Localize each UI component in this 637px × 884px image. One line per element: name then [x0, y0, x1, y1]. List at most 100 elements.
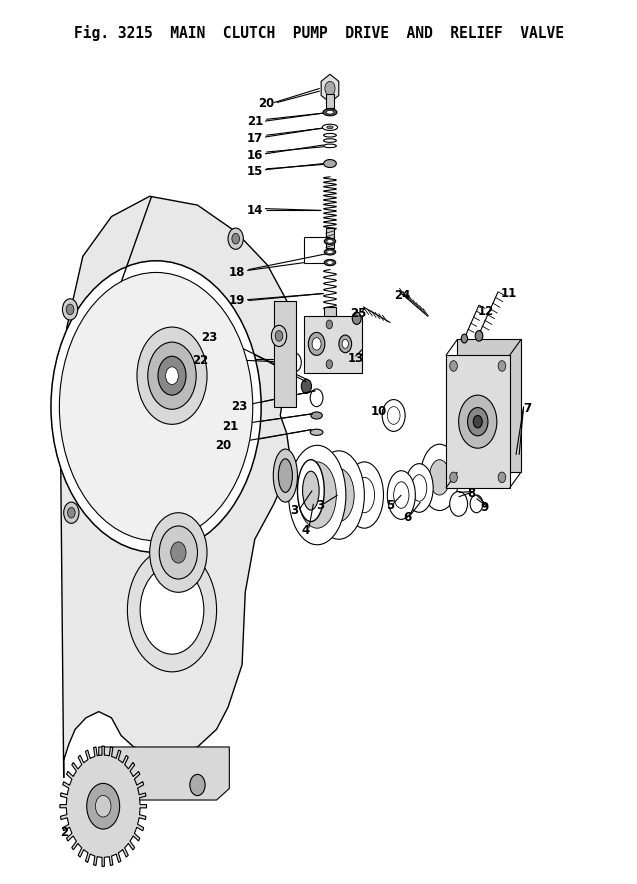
Text: 5: 5 — [386, 499, 394, 512]
Ellipse shape — [326, 110, 334, 114]
Circle shape — [64, 502, 79, 523]
Text: 20: 20 — [258, 97, 275, 110]
Bar — [326, 228, 334, 248]
Ellipse shape — [324, 160, 336, 168]
Circle shape — [450, 361, 457, 371]
Text: 22: 22 — [192, 354, 209, 367]
Ellipse shape — [313, 451, 364, 539]
Text: 23: 23 — [231, 400, 247, 413]
Circle shape — [326, 320, 333, 329]
Text: 2: 2 — [60, 827, 68, 839]
Ellipse shape — [394, 482, 409, 508]
Circle shape — [475, 331, 483, 341]
Circle shape — [127, 548, 217, 672]
Text: 15: 15 — [247, 165, 263, 178]
Text: 10: 10 — [371, 405, 387, 417]
Text: 21: 21 — [222, 420, 239, 432]
Circle shape — [59, 272, 253, 541]
Polygon shape — [61, 196, 290, 778]
Text: 14: 14 — [247, 204, 263, 217]
Ellipse shape — [324, 133, 336, 137]
Circle shape — [171, 542, 186, 563]
Ellipse shape — [303, 471, 319, 510]
Ellipse shape — [324, 144, 336, 148]
Ellipse shape — [297, 460, 324, 522]
Text: 20: 20 — [215, 439, 231, 452]
Ellipse shape — [387, 470, 415, 519]
Bar — [304, 316, 362, 373]
Ellipse shape — [298, 461, 336, 528]
Circle shape — [498, 472, 506, 483]
Circle shape — [325, 81, 335, 95]
Circle shape — [166, 367, 178, 385]
Text: 3: 3 — [290, 505, 298, 517]
Circle shape — [51, 261, 261, 552]
Circle shape — [137, 327, 207, 424]
Text: Fig. 3215  MAIN  CLUTCH  PUMP  DRIVE  AND  RELIEF  VALVE: Fig. 3215 MAIN CLUTCH PUMP DRIVE AND REL… — [73, 25, 564, 41]
Ellipse shape — [345, 461, 383, 528]
Ellipse shape — [311, 412, 322, 419]
Ellipse shape — [324, 469, 354, 522]
Text: 4: 4 — [302, 524, 310, 537]
Ellipse shape — [327, 240, 333, 243]
Text: 13: 13 — [347, 352, 364, 364]
Circle shape — [308, 332, 325, 355]
Ellipse shape — [289, 446, 346, 545]
Circle shape — [62, 299, 78, 320]
Ellipse shape — [327, 261, 333, 264]
Circle shape — [232, 233, 240, 244]
Text: 25: 25 — [350, 308, 367, 320]
Circle shape — [387, 407, 400, 424]
Circle shape — [450, 492, 468, 516]
Circle shape — [352, 312, 361, 324]
Circle shape — [271, 325, 287, 347]
Ellipse shape — [273, 449, 297, 502]
Circle shape — [339, 335, 352, 353]
Circle shape — [148, 342, 196, 409]
Text: 23: 23 — [201, 332, 217, 344]
Ellipse shape — [323, 109, 337, 116]
Circle shape — [310, 389, 323, 407]
Circle shape — [158, 356, 186, 395]
Circle shape — [150, 513, 207, 592]
Polygon shape — [60, 746, 147, 866]
Circle shape — [470, 495, 483, 513]
Ellipse shape — [327, 126, 333, 128]
Text: 6: 6 — [404, 511, 412, 523]
Text: 17: 17 — [247, 133, 263, 145]
Circle shape — [87, 783, 120, 829]
Text: 11: 11 — [500, 287, 517, 300]
Text: 21: 21 — [247, 116, 263, 128]
Circle shape — [473, 415, 482, 428]
Text: 7: 7 — [524, 402, 531, 415]
Ellipse shape — [324, 238, 336, 244]
Circle shape — [228, 228, 243, 249]
Bar — [457, 339, 521, 472]
Circle shape — [459, 395, 497, 448]
Circle shape — [275, 331, 283, 341]
Circle shape — [117, 774, 132, 796]
Ellipse shape — [327, 250, 333, 254]
Circle shape — [342, 339, 348, 348]
Text: 3: 3 — [316, 499, 324, 512]
Circle shape — [287, 353, 301, 372]
Bar — [274, 301, 296, 407]
Polygon shape — [321, 74, 339, 103]
Circle shape — [301, 379, 311, 393]
Ellipse shape — [324, 249, 336, 255]
Circle shape — [66, 304, 74, 315]
Text: 18: 18 — [229, 266, 245, 278]
Ellipse shape — [310, 430, 323, 436]
Circle shape — [140, 566, 204, 654]
Ellipse shape — [405, 463, 433, 512]
Ellipse shape — [324, 139, 336, 142]
Ellipse shape — [420, 444, 459, 510]
Text: 9: 9 — [480, 501, 488, 514]
Circle shape — [68, 507, 75, 518]
Ellipse shape — [429, 460, 450, 495]
Circle shape — [312, 338, 321, 350]
Circle shape — [468, 408, 488, 436]
Circle shape — [461, 334, 468, 343]
Circle shape — [190, 774, 205, 796]
Text: 16: 16 — [247, 149, 263, 162]
